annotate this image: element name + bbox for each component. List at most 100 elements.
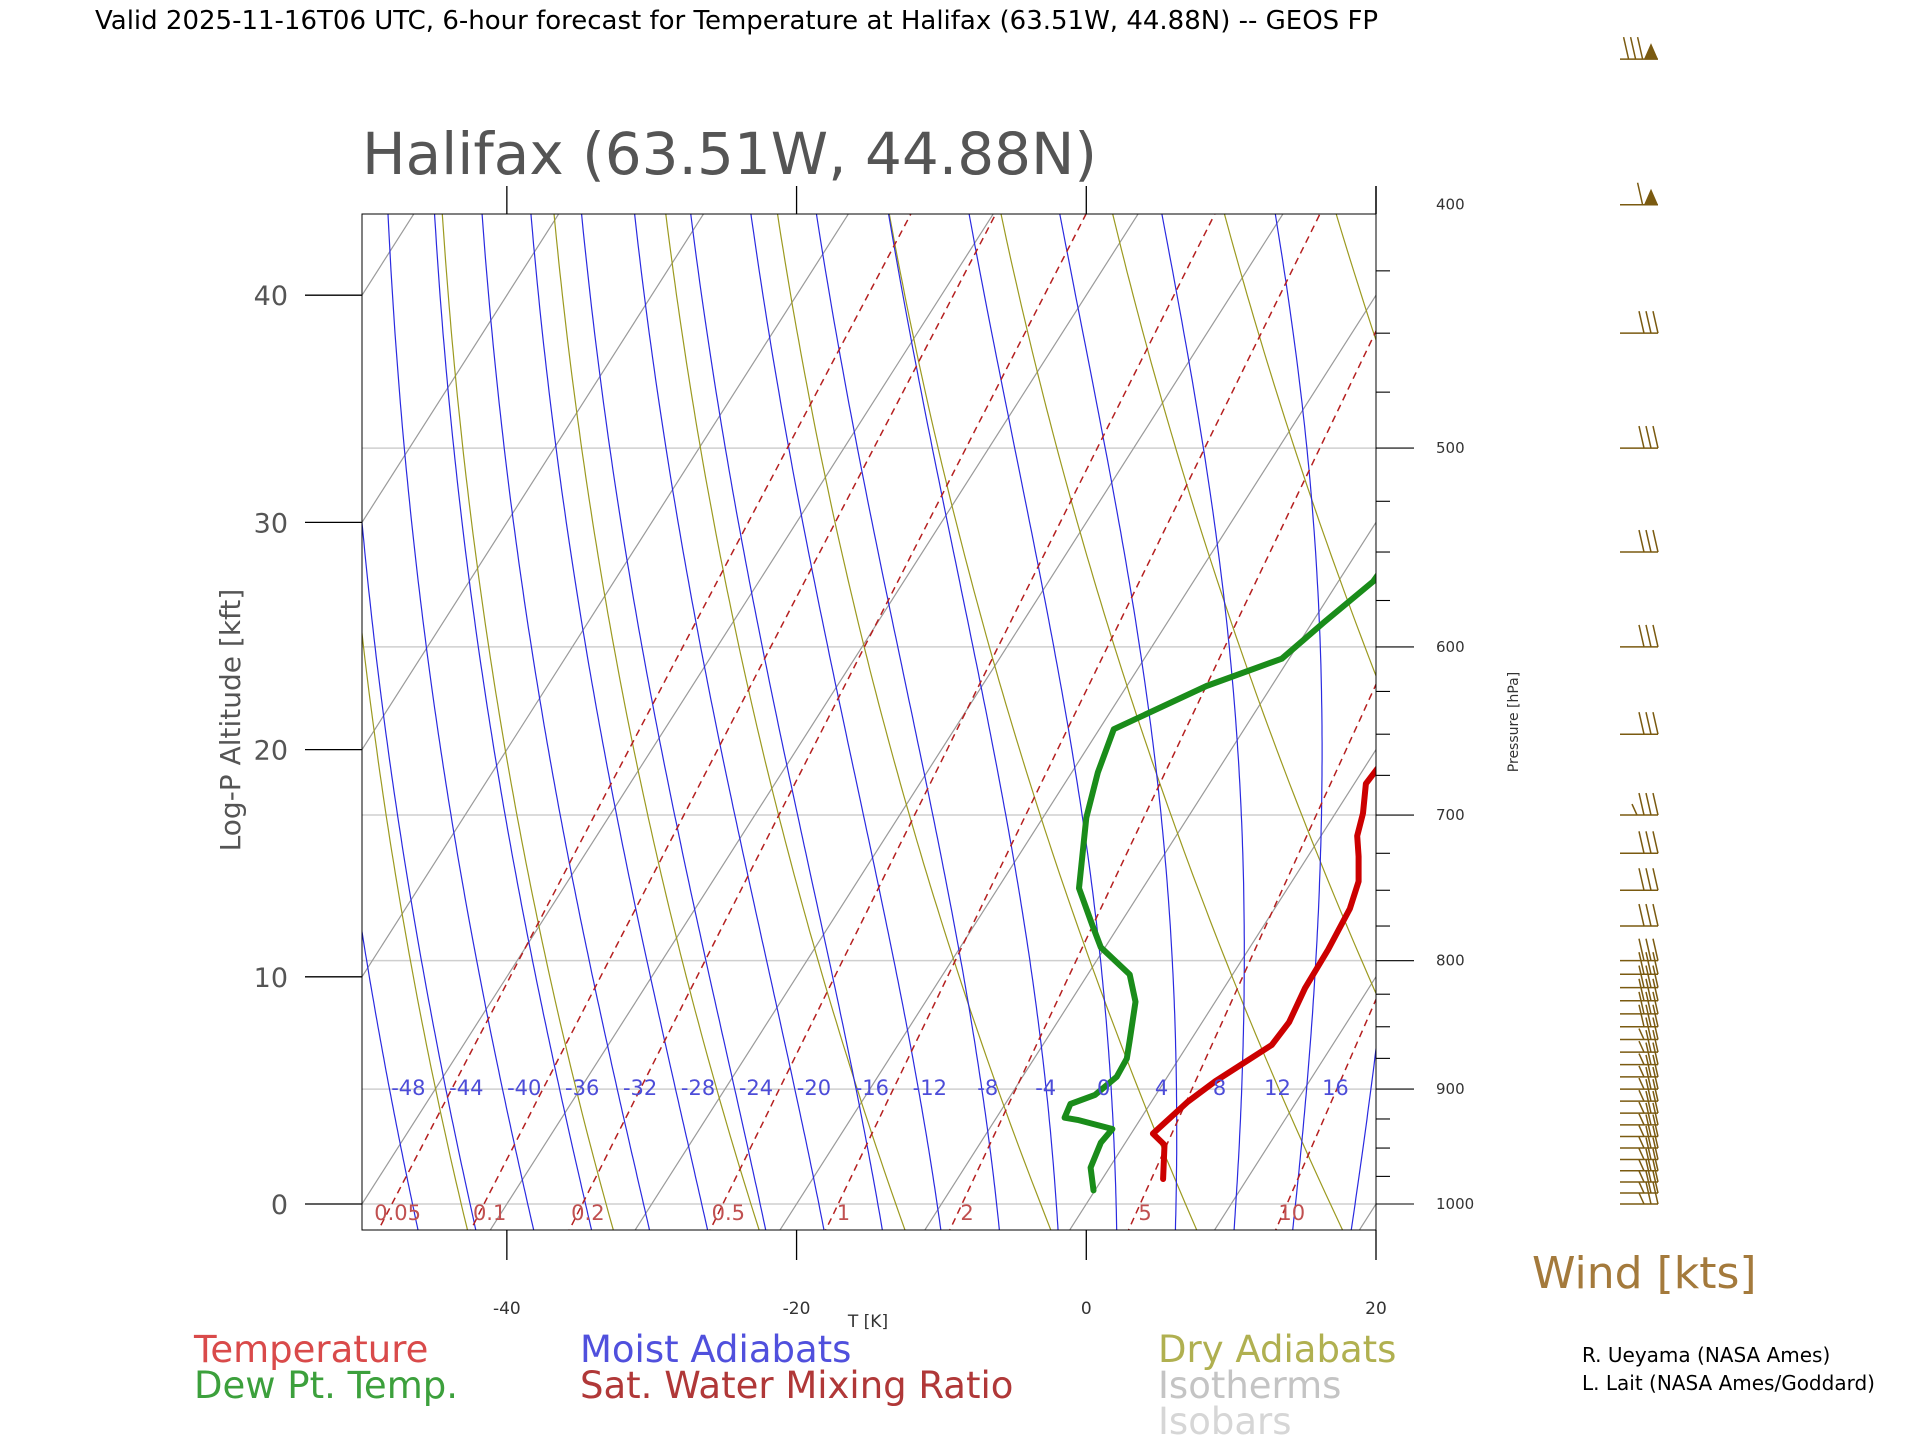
- legend-dry-adiabats: Dry Adiabats: [1158, 1328, 1396, 1371]
- dry-adiabat-line: [888, 214, 1198, 1230]
- legend-dewpoint: Dew Pt. Temp.: [194, 1364, 458, 1407]
- mixing-ratio-line: [1422, 0, 1920, 1257]
- mixing-ratio-line: [568, 214, 1087, 1230]
- isotherm-line: [489, 214, 1139, 1230]
- legend-isotherms: Isotherms: [1158, 1364, 1341, 1407]
- mixing-ratio-line: [469, 214, 997, 1230]
- pressure-label: 400: [1436, 196, 1465, 214]
- wind-barb: [1620, 1090, 1659, 1114]
- moist-adiabat-line: [887, 214, 1059, 1230]
- wind-barb: [1620, 938, 1659, 962]
- moist-adiabat-label: 4: [1155, 1076, 1168, 1100]
- moist-adiabat-line: [815, 214, 1001, 1230]
- credit-1: R. Ueyama (NASA Ames): [1582, 1343, 1830, 1367]
- wind-barb: [1620, 712, 1659, 735]
- header-title: Valid 2025-11-16T06 UTC, 6-hour forecast…: [95, 6, 1378, 36]
- dry-adiabat-line: [1112, 214, 1376, 995]
- pressure-label: 900: [1436, 1080, 1465, 1098]
- moist-adiabat-label: 12: [1264, 1076, 1291, 1100]
- wind-barb: [1620, 311, 1659, 334]
- moist-adiabat-label: -20: [797, 1076, 831, 1100]
- dry-adiabat-line: [776, 214, 1052, 1230]
- legend-temperature: Temperature: [193, 1328, 428, 1371]
- dry-adiabat-line: [1430, 159, 1920, 1250]
- moist-adiabat-line: [1274, 214, 1323, 1230]
- dry-adiabat-line: [1871, 159, 1920, 1250]
- wind-barb: [1620, 965, 1659, 989]
- y2-axis-label: Pressure [hPa]: [1506, 672, 1522, 772]
- series-line-1: [1061, 572, 1376, 1194]
- moist-adiabat-label: -44: [449, 1076, 483, 1100]
- moist-adiabat-line: [251, 0, 363, 1247]
- moist-adiabat-line: [530, 214, 709, 1230]
- moist-adiabat-label: -16: [855, 1076, 889, 1100]
- legend-mixing-ratio: Sat. Water Mixing Ratio: [580, 1364, 1013, 1407]
- pressure-label: 500: [1436, 439, 1465, 457]
- moist-adiabat-line: [634, 214, 825, 1230]
- isotherm-line: [362, 214, 994, 1206]
- mixing-ratio-label: 10: [1278, 1201, 1305, 1225]
- dry-adiabat-line: [1335, 214, 1376, 342]
- mixing-ratio-label: 5: [1138, 1201, 1151, 1225]
- isotherm-line: [0, 159, 159, 1250]
- dry-adiabat-line: [441, 214, 614, 1230]
- isotherm-line: [779, 294, 1376, 1230]
- moist-adiabat-line: [362, 928, 419, 1230]
- moist-adiabat-line: [750, 214, 942, 1230]
- y-tick-label: 10: [254, 963, 288, 994]
- dry-adiabat-line: [665, 214, 906, 1230]
- moist-adiabat-line: [481, 214, 651, 1230]
- wind-barb: [1620, 529, 1659, 553]
- wind-barb: [1620, 425, 1659, 449]
- y-tick-label: 0: [271, 1190, 288, 1221]
- dry-adiabat-line: [1540, 159, 1920, 1250]
- dry-adiabat-line: [1650, 159, 1920, 1250]
- wind-barb: [1620, 1054, 1659, 1078]
- moist-adiabat-line: [690, 214, 883, 1230]
- y-tick-label: 40: [254, 281, 288, 312]
- moist-adiabat-line: [1059, 214, 1178, 1230]
- wind-barb: [1620, 1066, 1659, 1090]
- moist-adiabat-label: -48: [391, 1076, 425, 1100]
- wind-barb: [1620, 1029, 1659, 1053]
- mixing-ratio-label: 2: [960, 1201, 973, 1225]
- moist-adiabat-line: [433, 214, 593, 1230]
- x-tick-label: 0: [1081, 1299, 1092, 1319]
- wind-barbs: [1620, 36, 1659, 1205]
- moist-adiabat-label: -8: [977, 1076, 998, 1100]
- pressure-label: 700: [1436, 806, 1465, 824]
- moist-adiabat-line: [1161, 214, 1245, 1230]
- mixing-ratio-label: 0.1: [473, 1201, 506, 1225]
- plot-frame: [361, 213, 1377, 1231]
- mixing-ratio-label: 0.5: [712, 1201, 745, 1225]
- sounding-profiles: [1061, 572, 1376, 1194]
- moist-adiabat-line: [387, 214, 535, 1230]
- station-title: Halifax (63.51W, 44.88N): [362, 120, 1097, 188]
- dry-adiabat-line: [553, 214, 760, 1230]
- wind-barb: [1620, 831, 1659, 855]
- isotherm-line: [1492, 159, 1920, 1250]
- moist-adiabat-label: -12: [913, 1076, 947, 1100]
- background-lines: [0, 0, 1920, 1257]
- y-axis-label: Log-P Altitude [kft]: [214, 589, 247, 852]
- pressure-label: 800: [1436, 952, 1465, 970]
- dry-adiabat-line: [362, 628, 469, 1230]
- dry-adiabat-line: [1000, 214, 1344, 1230]
- legend-isobars: Isobars: [1158, 1400, 1291, 1440]
- isotherm-line: [1213, 975, 1376, 1230]
- mixing-ratio-line: [824, 214, 1321, 1230]
- pressure-label: 600: [1436, 638, 1465, 656]
- wind-barb: [1620, 903, 1659, 927]
- mixing-ratio-line: [948, 329, 1376, 1230]
- wind-barb: [1620, 182, 1658, 206]
- wind-barb: [1620, 624, 1659, 648]
- isotherm-line: [0, 159, 304, 1250]
- wind-barb: [1620, 952, 1659, 975]
- y-tick-label: 20: [254, 736, 288, 767]
- wind-barb: [1620, 1004, 1659, 1028]
- mixing-ratio-line: [377, 214, 912, 1230]
- mixing-ratio-line: [709, 214, 1216, 1230]
- mixing-ratio-label: 1: [837, 1201, 850, 1225]
